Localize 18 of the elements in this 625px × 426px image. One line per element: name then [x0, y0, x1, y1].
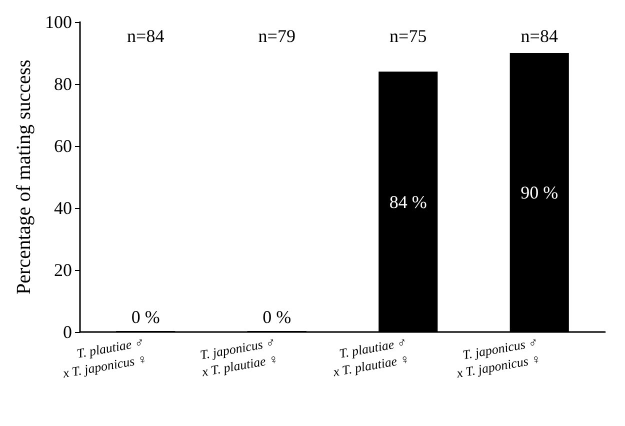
y-tick-label: 100: [45, 12, 72, 32]
x-tick-label: T. plautiae ♂ x T. plautiae ♀: [331, 334, 411, 380]
x-tick-label: T. japonicus ♂ x T. japonicus ♀: [454, 334, 542, 381]
annotation: n=75: [390, 26, 427, 46]
data-label: 0 %: [131, 307, 160, 327]
y-tick-label: 40: [54, 198, 72, 218]
y-tick-label: 80: [54, 74, 72, 94]
data-label: 84 %: [389, 192, 427, 212]
data-label: 90 %: [520, 182, 558, 202]
y-tick-label: 60: [54, 136, 72, 156]
x-tick-label: T. japonicus ♂ x T. plautiae ♀: [198, 334, 280, 380]
data-label: 0 %: [262, 307, 292, 327]
annotation: n=84: [520, 26, 558, 46]
y-tick-label: 20: [54, 260, 72, 280]
y-tick-label: 0: [63, 322, 72, 342]
y-axis-title: Percentage of mating success: [13, 59, 35, 294]
annotation: n=84: [127, 26, 164, 46]
annotation: n=79: [258, 26, 296, 46]
